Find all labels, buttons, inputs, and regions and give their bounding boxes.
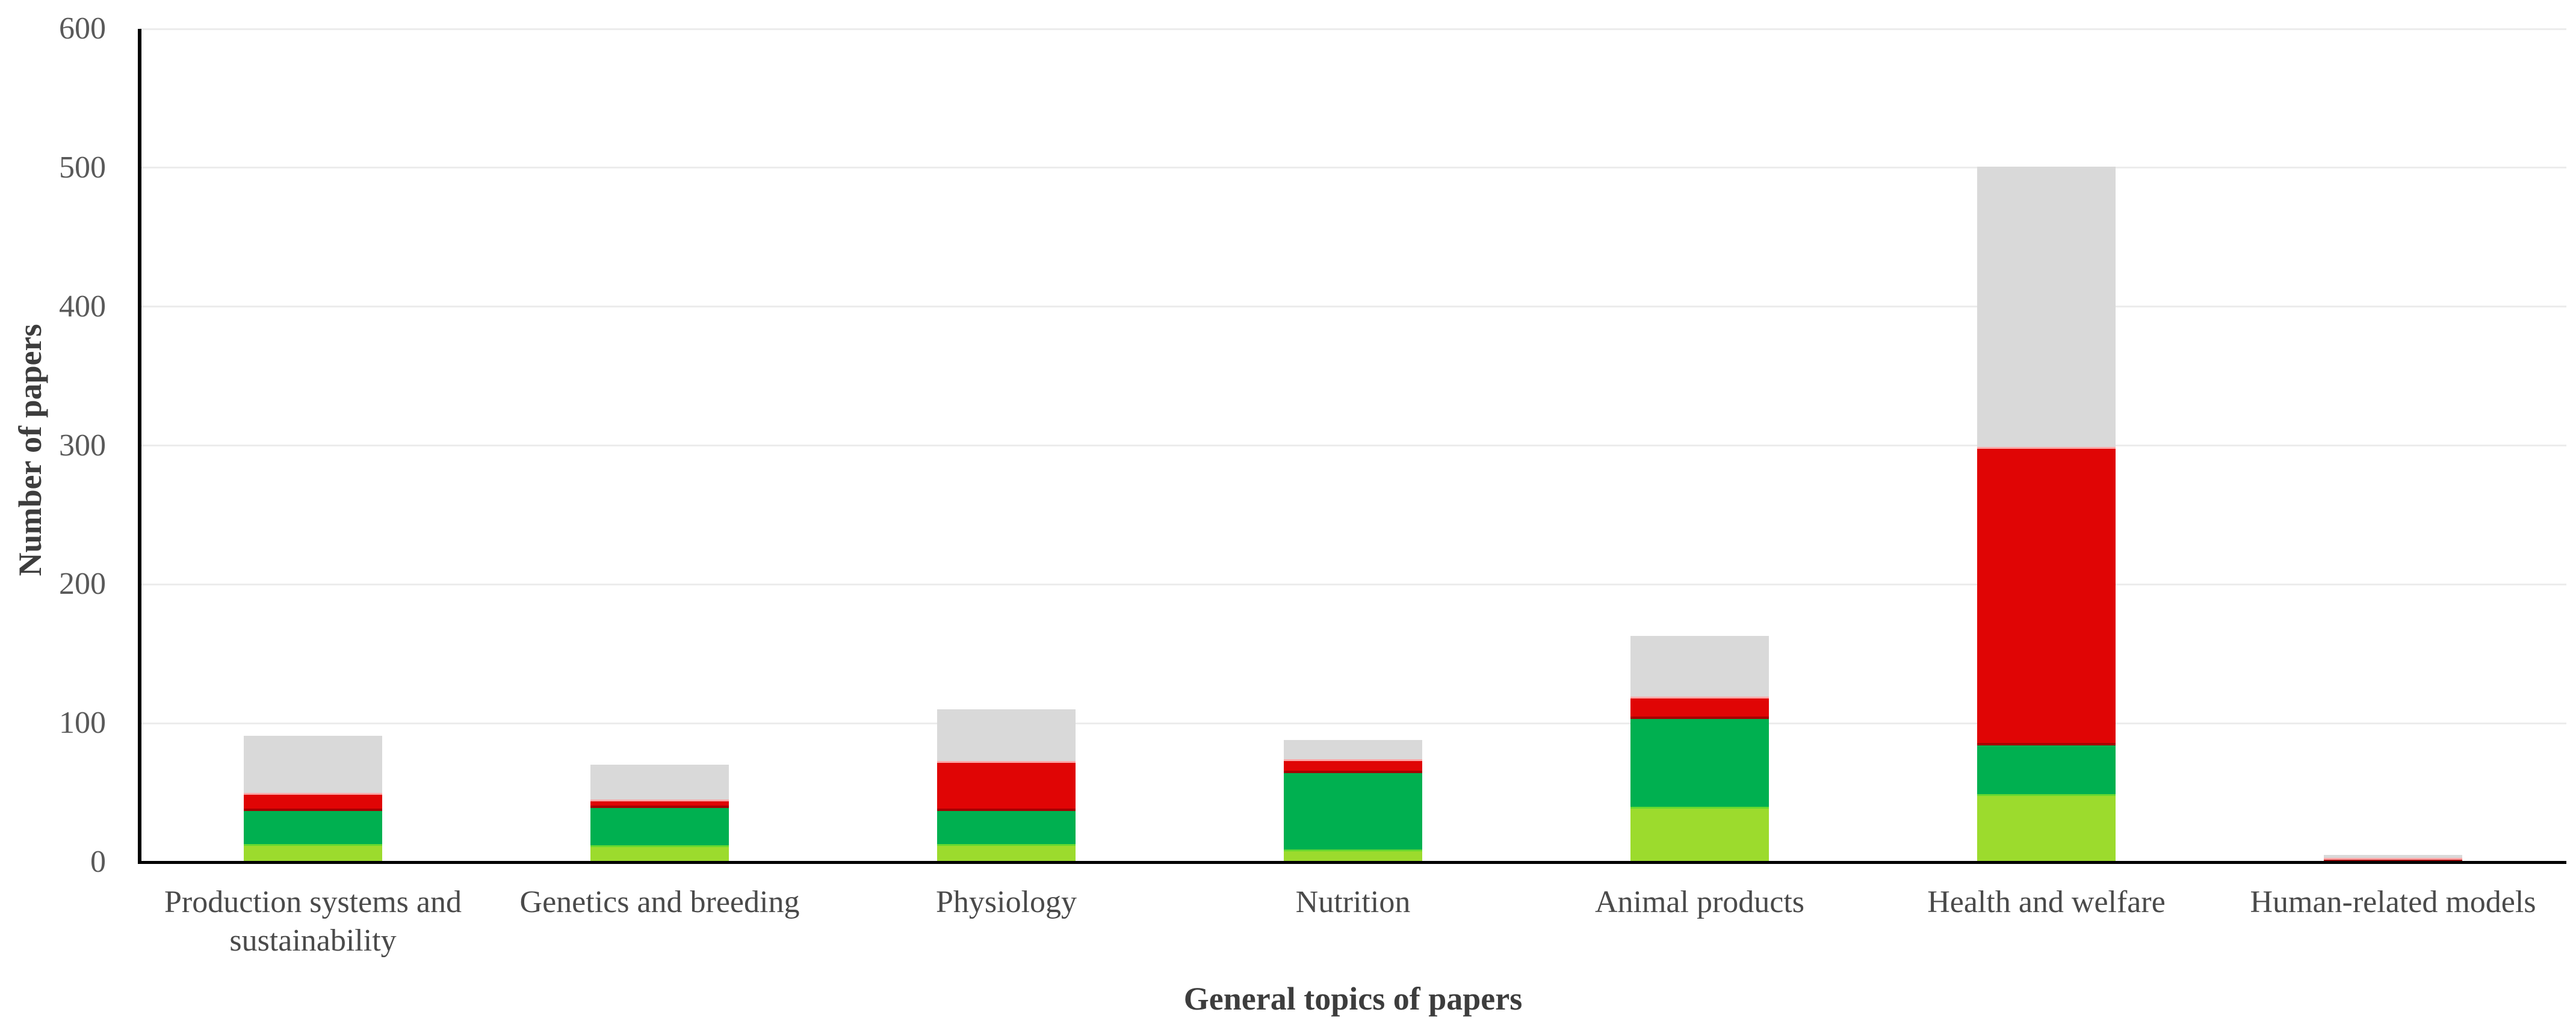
bar-segment-gray	[244, 735, 382, 793]
x-axis-line	[138, 861, 2566, 864]
bar-segment-light-green	[937, 844, 1076, 862]
gridline-100	[140, 722, 2566, 724]
bar-segment-gray	[1284, 739, 1422, 760]
y-tick-label-300: 300	[59, 428, 106, 463]
bar-segment-gray	[590, 765, 729, 800]
bar-segment-red	[937, 760, 1076, 811]
bar-segment-light-green	[1977, 794, 2116, 862]
bar-segment-red	[1977, 446, 2116, 746]
bar-segment-light-green	[244, 844, 382, 862]
bar-segment-light-green	[590, 845, 729, 862]
bar-segment-green	[244, 810, 382, 844]
bar-segment-gray	[2324, 855, 2462, 859]
gridline-500	[140, 167, 2566, 169]
bar-segment-light-green	[1284, 850, 1422, 862]
x-category-label-5: Animal products	[1594, 885, 1805, 919]
gridline-200	[140, 583, 2566, 585]
bar-7	[2324, 29, 2462, 862]
x-category-label-7: Human-related models	[2250, 885, 2536, 919]
bar-segment-green	[1630, 719, 1769, 807]
y-tick-label-400: 400	[59, 289, 106, 324]
bar-3	[937, 29, 1076, 862]
y-tick-label-100: 100	[59, 706, 106, 741]
bar-segment-red	[1630, 697, 1769, 720]
y-axis-line	[138, 29, 141, 863]
bar-2	[590, 29, 729, 862]
bar-segment-green	[590, 808, 729, 846]
bar-segment-light-green	[1630, 806, 1769, 862]
plot-area	[140, 28, 2566, 862]
bar-segment-red	[1284, 759, 1422, 774]
bar-segment-red	[2324, 858, 2462, 862]
bar-segment-green	[1977, 745, 2116, 794]
bar-segment-red	[244, 792, 382, 811]
bar-segment-red	[590, 800, 729, 808]
bar-segment-gray	[1977, 166, 2116, 447]
y-tick-label-200: 200	[59, 567, 106, 602]
bar-6	[1977, 29, 2116, 862]
x-category-label-3: Physiology	[935, 885, 1077, 919]
gridline-300	[140, 445, 2566, 446]
bar-segment-gray	[1630, 635, 1769, 697]
y-tick-label-600: 600	[59, 11, 106, 46]
bar-4	[1284, 29, 1422, 862]
bar-segment-green	[1284, 773, 1422, 850]
x-axis-title: General topics of papers	[1183, 981, 1523, 1017]
x-category-label-4: Nutrition	[1295, 885, 1411, 919]
gridline-600	[140, 28, 2566, 30]
bar-segment-gray	[937, 709, 1076, 761]
y-tick-label-0: 0	[90, 845, 106, 879]
x-category-label-2: Genetics and breeding	[519, 885, 800, 919]
bar-segment-green	[937, 810, 1076, 844]
y-tick-label-500: 500	[59, 150, 106, 185]
gridline-400	[140, 306, 2566, 308]
bar-1	[244, 29, 382, 862]
x-category-label-6: Health and welfare	[1927, 885, 2166, 919]
x-category-label-1: Production systems and sustainability	[164, 885, 462, 958]
bar-5	[1630, 29, 1769, 862]
